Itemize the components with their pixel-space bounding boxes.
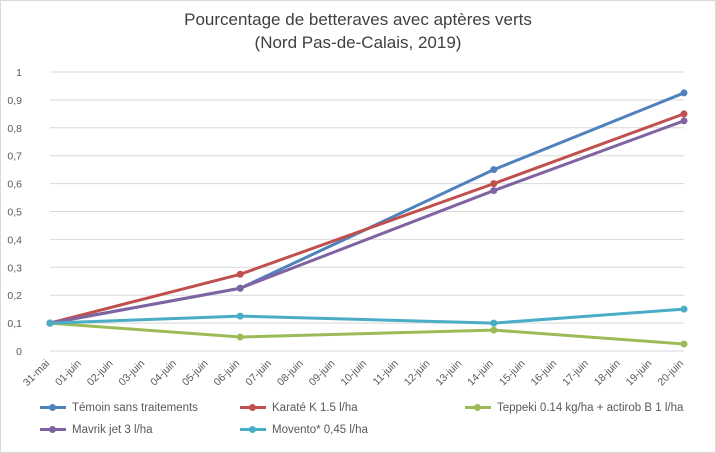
chart-title-line-2: (Nord Pas-de-Calais, 2019)	[254, 33, 462, 52]
x-tick-label: 05-juin	[180, 358, 211, 389]
y-tick-label: 0,3	[7, 262, 22, 274]
x-tick-label: 14-juin	[465, 358, 496, 389]
x-tick-label: 20-juin	[655, 358, 686, 389]
data-point	[490, 180, 498, 188]
data-point	[490, 166, 498, 174]
legend-label: Movento* 0,45 l/ha	[272, 424, 368, 436]
data-point	[680, 117, 688, 125]
x-tick-label: 17-juin	[560, 358, 591, 389]
x-tick-label: 19-juin	[624, 358, 655, 389]
y-tick-label: 0,4	[7, 234, 22, 246]
data-point	[680, 89, 688, 97]
y-tick-label: 0,6	[7, 179, 22, 191]
legend-label: Teppeki 0.14 kg/ha + actirob B 1 l/ha	[497, 402, 684, 414]
y-tick-label: 0,2	[7, 290, 22, 302]
data-point	[236, 284, 244, 292]
data-point	[680, 305, 688, 313]
x-tick-label: 11-juin	[371, 358, 401, 388]
series-line	[48, 321, 686, 346]
series-line	[48, 307, 686, 325]
legend-label: Mavrik jet 3 l/ha	[72, 424, 153, 436]
x-tick-label: 07-juin	[243, 358, 274, 389]
data-point	[236, 333, 244, 341]
y-tick-label: 0,9	[7, 95, 22, 107]
legend-label: Témoin sans traitements	[72, 402, 198, 414]
legend-swatch	[40, 426, 66, 434]
y-tick-label: 0	[16, 346, 22, 358]
y-tick-label: 0,1	[7, 318, 22, 330]
x-tick-label: 10-juin	[338, 358, 369, 389]
series-line	[48, 119, 686, 325]
data-point	[46, 319, 54, 327]
legend-item: Teppeki 0.14 kg/ha + actirob B 1 l/ha	[465, 400, 683, 416]
data-point	[236, 312, 244, 320]
legend-swatch	[240, 404, 266, 412]
data-point	[490, 319, 498, 327]
chart-title: Pourcentage de betteraves avec aptères v…	[0, 8, 716, 54]
chart-title-line-1: Pourcentage de betteraves avec aptères v…	[184, 10, 532, 29]
x-tick-label: 08-juin	[275, 358, 306, 389]
x-tick-label: 03-juin	[116, 358, 147, 389]
x-tick-label: 31-mai	[21, 358, 52, 389]
legend-swatch	[240, 426, 266, 434]
chart-legend: Témoin sans traitements Karaté K 1.5 l/ha…	[40, 400, 716, 450]
data-point	[680, 340, 688, 348]
x-tick-label: 09-juin	[307, 358, 338, 389]
legend-item: Mavrik jet 3 l/ha	[40, 422, 153, 438]
data-point	[490, 326, 498, 334]
data-point	[236, 270, 244, 278]
legend-item: Movento* 0,45 l/ha	[240, 422, 368, 438]
y-tick-label: 0,7	[7, 151, 22, 163]
legend-label: Karaté K 1.5 l/ha	[272, 402, 358, 414]
series-line	[48, 112, 686, 325]
legend-swatch	[465, 404, 491, 412]
data-point	[490, 187, 498, 195]
x-tick-label: 01-juin	[53, 358, 84, 389]
data-point	[680, 110, 688, 118]
legend-swatch	[40, 404, 66, 412]
x-tick-label: 06-juin	[212, 358, 243, 389]
legend-item: Témoin sans traitements	[40, 400, 198, 416]
x-tick-label: 04-juin	[148, 358, 179, 389]
y-tick-label: 0,8	[7, 123, 22, 135]
x-tick-label: 16-juin	[529, 358, 560, 389]
y-tick-label: 1	[16, 67, 22, 79]
legend-item: Karaté K 1.5 l/ha	[240, 400, 358, 416]
x-tick-label: 15-juin	[497, 358, 528, 389]
x-tick-label: 02-juin	[85, 358, 116, 389]
x-tick-label: 13-juin	[433, 358, 464, 389]
x-tick-label: 12-juin	[402, 358, 433, 389]
y-tick-label: 0,5	[7, 207, 22, 219]
x-tick-label: 18-juin	[592, 358, 623, 389]
